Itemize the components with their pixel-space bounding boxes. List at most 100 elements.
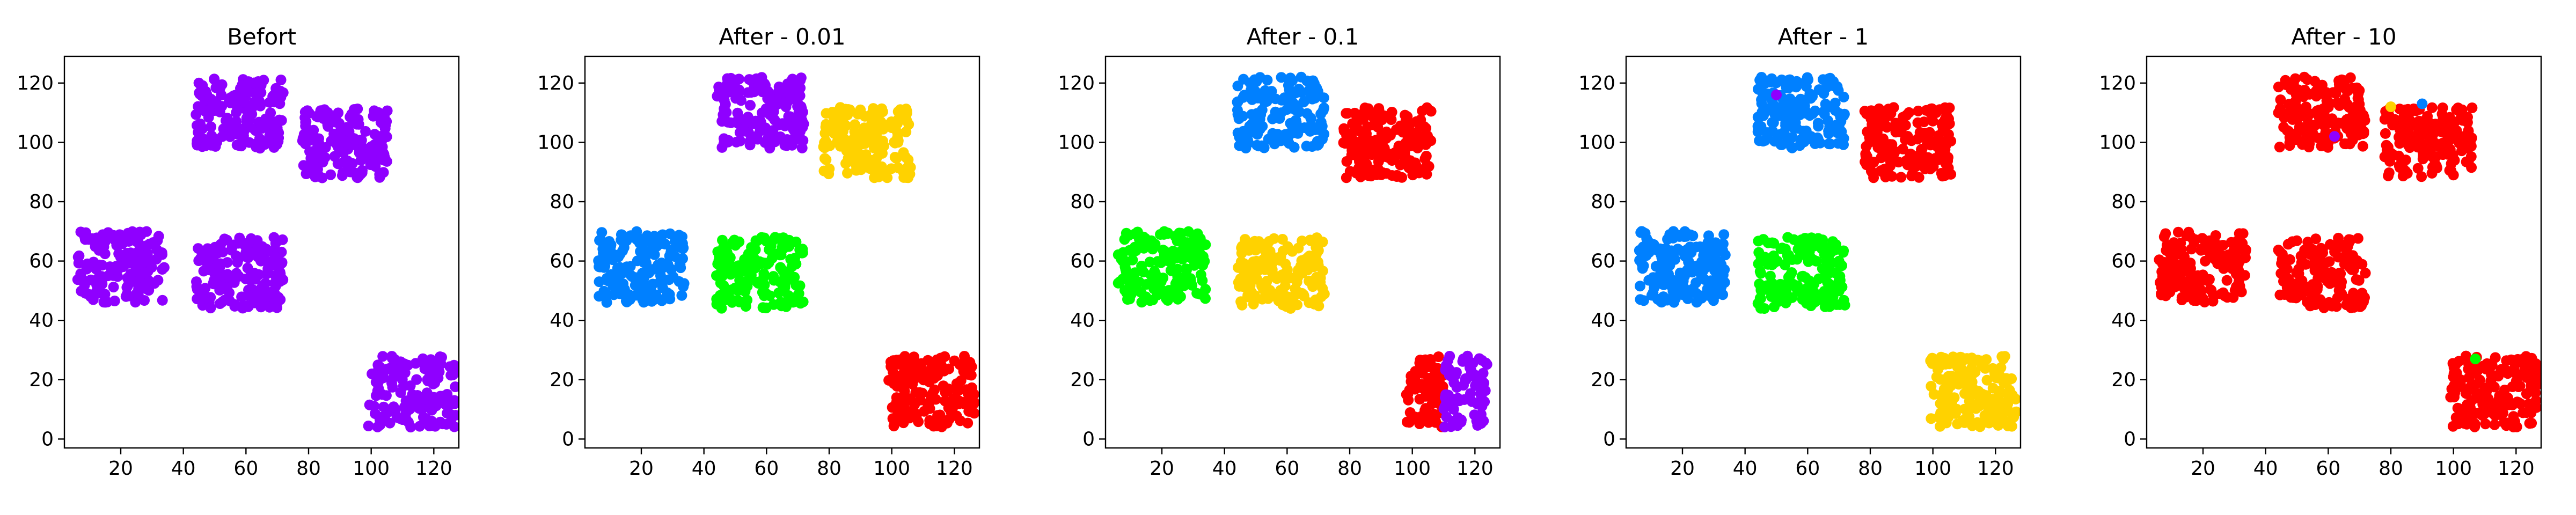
data-point xyxy=(195,118,206,129)
data-point xyxy=(2320,258,2331,269)
data-point xyxy=(733,295,744,306)
data-point xyxy=(1838,91,1849,102)
data-point xyxy=(1648,272,1659,283)
data-point xyxy=(2357,288,2368,299)
data-point xyxy=(1946,354,1958,365)
data-point xyxy=(1124,293,1135,305)
data-point xyxy=(1419,404,1431,416)
data-point xyxy=(2461,350,2471,362)
data-point xyxy=(2385,148,2397,159)
data-point xyxy=(1812,239,1824,250)
data-point xyxy=(1822,115,1833,126)
point-cluster xyxy=(1925,351,2021,432)
point-cluster xyxy=(1113,226,1211,308)
data-point xyxy=(1291,103,1302,114)
data-point xyxy=(599,251,610,262)
data-point xyxy=(2001,402,2012,413)
data-point xyxy=(735,266,747,277)
data-point xyxy=(133,246,144,257)
data-point xyxy=(1314,135,1326,146)
data-point xyxy=(1785,102,1797,113)
data-point xyxy=(2284,99,2295,110)
data-point xyxy=(234,252,245,263)
data-point xyxy=(2002,421,2014,431)
data-point xyxy=(274,294,286,305)
data-point xyxy=(1399,148,1410,159)
data-point xyxy=(275,75,287,85)
data-point xyxy=(432,365,443,376)
data-point xyxy=(1402,388,1414,400)
data-point xyxy=(1912,157,1923,168)
data-point xyxy=(716,116,728,127)
data-point xyxy=(298,160,309,171)
data-point xyxy=(1996,351,2008,362)
x-tick-label: 60 xyxy=(1275,458,1299,480)
y-tick-label: 60 xyxy=(1070,251,1095,273)
x-tick-label: 40 xyxy=(1212,458,1237,480)
data-point xyxy=(720,99,731,110)
data-point xyxy=(765,240,777,252)
data-point xyxy=(268,120,280,131)
y-tick-label: 40 xyxy=(550,310,574,332)
x-tick-label: 120 xyxy=(936,458,973,480)
scatter-points xyxy=(1634,72,2021,432)
data-point xyxy=(1792,284,1803,295)
data-point xyxy=(270,238,281,249)
data-point xyxy=(601,297,612,308)
y-tick-label: 100 xyxy=(2099,131,2136,153)
data-point xyxy=(966,382,977,393)
data-point xyxy=(1367,111,1378,122)
data-point xyxy=(2446,165,2456,176)
data-point xyxy=(663,274,675,285)
data-point xyxy=(2288,78,2299,89)
data-point xyxy=(919,406,930,417)
data-point xyxy=(1670,293,1681,304)
point-cluster xyxy=(2273,71,2370,153)
data-point xyxy=(2311,284,2323,295)
data-point xyxy=(2228,292,2239,303)
data-point xyxy=(370,144,381,156)
data-point xyxy=(1753,120,1764,131)
data-point xyxy=(2353,94,2364,105)
data-point xyxy=(1831,120,1842,131)
data-point xyxy=(2339,251,2350,262)
x-tick-label: 60 xyxy=(1795,458,1820,480)
data-point xyxy=(1804,91,1816,102)
data-point xyxy=(740,286,751,297)
data-point xyxy=(141,240,152,251)
data-point xyxy=(439,390,450,401)
data-point xyxy=(2513,397,2524,408)
data-point xyxy=(898,172,910,183)
data-point xyxy=(2416,171,2427,182)
data-point xyxy=(1813,84,1825,95)
data-point xyxy=(1315,277,1326,288)
data-point xyxy=(718,288,729,299)
data-point xyxy=(1200,239,1211,251)
data-point xyxy=(730,93,741,104)
data-point xyxy=(1833,255,1845,267)
data-point xyxy=(2412,163,2424,174)
data-point xyxy=(594,235,605,246)
data-point xyxy=(891,153,902,164)
data-point xyxy=(276,258,288,269)
y-tick-label: 20 xyxy=(550,369,574,391)
data-point xyxy=(1376,152,1387,163)
data-point xyxy=(207,98,218,109)
data-point xyxy=(2409,136,2420,146)
data-point xyxy=(869,172,880,183)
data-point xyxy=(2235,254,2246,266)
point-cluster xyxy=(2273,232,2371,313)
data-point xyxy=(877,106,888,117)
data-point xyxy=(1791,123,1802,134)
data-point xyxy=(394,413,406,424)
data-point xyxy=(2223,249,2234,261)
data-point xyxy=(2199,297,2210,308)
data-point xyxy=(767,112,778,123)
data-point xyxy=(83,262,94,273)
data-point xyxy=(794,244,806,255)
data-point xyxy=(962,369,974,380)
data-point xyxy=(1820,295,1832,306)
point-cluster xyxy=(1752,232,1850,314)
data-point xyxy=(924,418,935,429)
data-point xyxy=(791,279,802,291)
